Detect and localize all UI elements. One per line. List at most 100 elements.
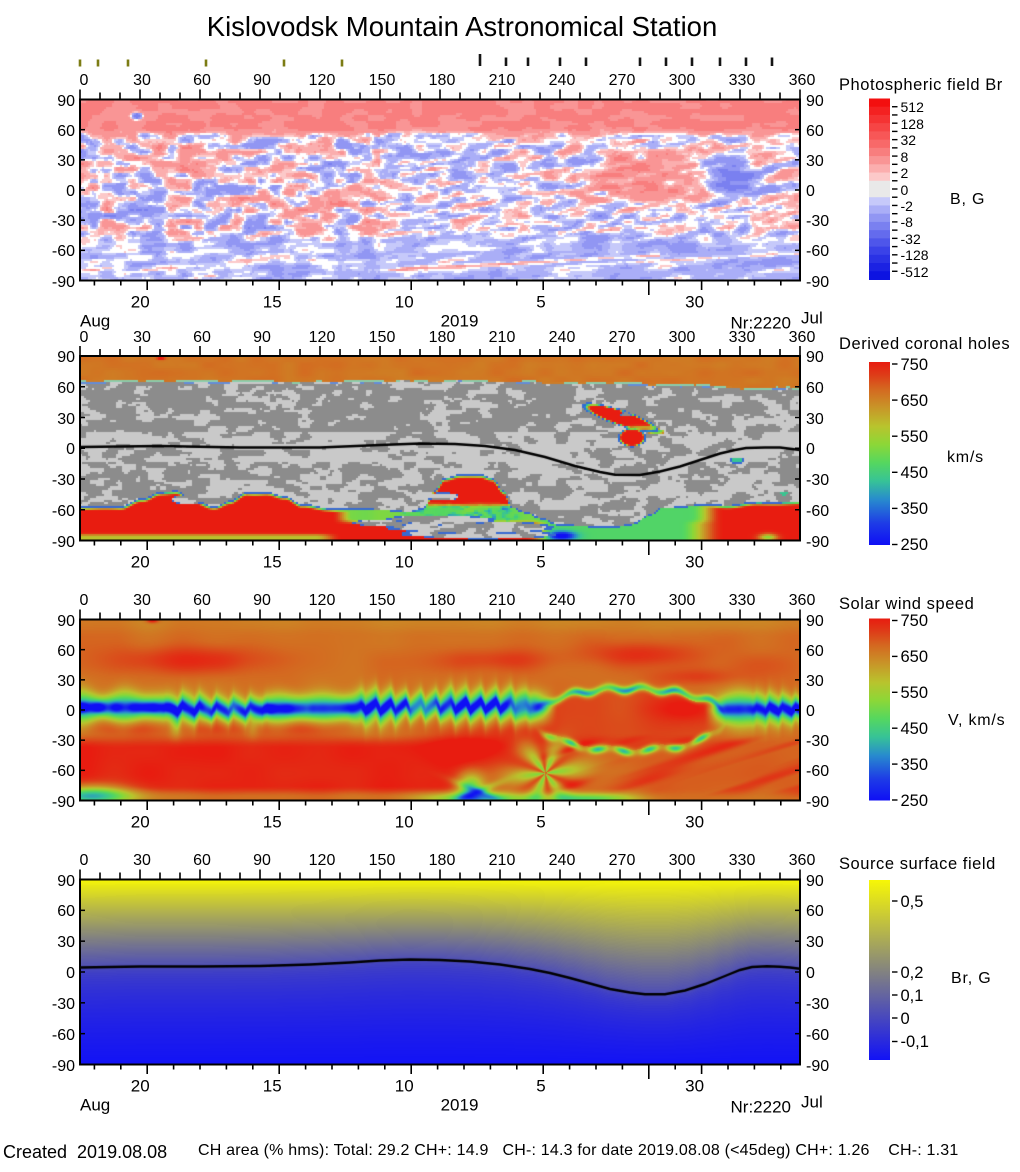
coronal-holes-map: [80, 356, 800, 541]
colorbar-1-label--32: -32: [900, 230, 921, 247]
panel-2-lat-right--30: -30: [806, 472, 830, 489]
panel-3-lat-right-60: 60: [806, 642, 824, 660]
colorbar-1-band-18: [869, 246, 890, 256]
colorbar-2-label-250: 250: [900, 535, 929, 554]
colorbar-4-label-0: 0: [900, 1009, 910, 1028]
colorbar-1-label-0: 0: [900, 181, 909, 198]
panel-1-lon-label-30: 30: [133, 72, 151, 89]
panel-2-date-label-20: 20: [130, 552, 150, 572]
colorbar-1-band-5: [869, 139, 890, 149]
panel-4-date-label-20: 20: [130, 1076, 150, 1096]
colorbar-4-label-0,1: 0,1: [900, 986, 924, 1005]
panel-1-lat-left-60: 60: [57, 122, 75, 140]
panel-3-date-label-30: 30: [685, 812, 705, 832]
panel-4-lat-left--90: -90: [51, 1057, 75, 1075]
panel-3-lat-right--90: -90: [806, 793, 830, 811]
ch-area-stats-label: CH area (% hms): Total: 29.2 CH+: 14.9 C…: [198, 1142, 959, 1159]
panel-4-year: 2019: [440, 1095, 479, 1114]
colorbar-1-band-19: [869, 254, 890, 264]
panel-4-lon-label-210: 210: [488, 852, 516, 869]
panel-4-lon-label-0: 0: [79, 852, 89, 869]
panel-2-lat-right-30: 30: [806, 410, 824, 428]
panel-1-lat-right-60: 60: [806, 122, 824, 140]
panel-3-lon-label-30: 30: [133, 592, 151, 609]
colorbar-1-band-11: [869, 189, 890, 198]
panel-1-lon-label-0: 0: [79, 72, 89, 89]
colorbar-1-band-15: [869, 221, 890, 231]
panel-3-date-label-20: 20: [130, 812, 150, 832]
panel-2-date-label-10: 10: [394, 552, 414, 572]
colorbar-1-label--512: -512: [900, 263, 929, 280]
panel-1-lon-label-240: 240: [548, 72, 576, 89]
panel-3-lon-label-240: 240: [548, 592, 576, 609]
panel-3-lat-right-0: 0: [806, 703, 815, 720]
colorbar-1-band-17: [869, 238, 890, 248]
panel-1-lon-label-300: 300: [668, 72, 696, 89]
panel-3-lon-label-60: 60: [193, 592, 211, 609]
panel-4-lat-left--60: -60: [51, 1026, 75, 1044]
panel-4-lat-left-90: 90: [57, 872, 75, 890]
panel-2-lat-left-60: 60: [57, 379, 75, 397]
panel-1-lat-left-0: 0: [66, 183, 75, 200]
colorbar-1-band-14: [869, 213, 890, 223]
panel-2-lon-label-30: 30: [133, 328, 151, 346]
colorbar-3-gradient: [869, 618, 890, 801]
panel-1-month-right: Jul: [801, 308, 823, 327]
panel-1-lat-left--90: -90: [51, 273, 75, 291]
colorbar-1-label-128: 128: [900, 115, 924, 132]
created-date-label: Created 2019.08.08: [3, 1142, 168, 1162]
panel-3-lat-left-0: 0: [66, 703, 75, 720]
panel-1-lon-label-360: 360: [788, 72, 816, 89]
colorbar-title-4: Source surface field: [839, 855, 996, 873]
panel-1-lat-left-30: 30: [57, 152, 75, 170]
panel-1-lat-right-90: 90: [806, 92, 824, 110]
panel-3-date-label-5: 5: [536, 812, 546, 832]
panel-3-lon-label-180: 180: [428, 592, 456, 609]
panel-1-lat-right-0: 0: [806, 183, 815, 200]
colorbar-1-label-32: 32: [900, 132, 917, 149]
panel-4-lon-label-90: 90: [253, 852, 271, 869]
panel-3-lat-left--60: -60: [51, 763, 75, 781]
panel-4-lon-label-60: 60: [193, 852, 211, 869]
panel-1-lon-label-210: 210: [488, 72, 516, 89]
panel-2-lat-left-30: 30: [57, 410, 75, 428]
panel-4-date-label-15: 15: [262, 1076, 282, 1096]
panel-3-date-label-10: 10: [394, 812, 414, 832]
panel-3-lon-label-300: 300: [668, 592, 696, 609]
panel-1-lon-label-150: 150: [368, 72, 396, 89]
panel-1-lon-label-270: 270: [608, 72, 636, 89]
panel-3-lon-label-360: 360: [788, 592, 816, 609]
colorbar-1-label-512: 512: [900, 99, 924, 116]
panel-4-lon-label-30: 30: [133, 852, 151, 869]
unit-label-3: V, km/s: [948, 712, 1006, 729]
panel-4-month-right: Jul: [801, 1092, 823, 1111]
panel-4-lat-left-30: 30: [57, 934, 75, 952]
panel-2-lat-right-60: 60: [806, 379, 824, 397]
panel-4-rotation-number: Nr:2220: [730, 1097, 791, 1116]
panel-2-date-label-5: 5: [536, 552, 546, 572]
panel-4-lat-right-30: 30: [806, 934, 824, 952]
panel-4-date-label-10: 10: [394, 1076, 414, 1096]
panel-2-lon-label-0: 0: [79, 328, 89, 346]
panel-3-lat-left-30: 30: [57, 672, 75, 690]
colorbar-3-label-550: 550: [900, 683, 929, 702]
colorbar-1-band-9: [869, 172, 890, 182]
panel-2-lon-label-150: 150: [368, 328, 396, 346]
panel-1-rotation-number: Nr:2220: [730, 313, 791, 332]
colorbar-3-label-450: 450: [900, 719, 929, 738]
panel-1-year: 2019: [440, 311, 479, 330]
panel-1-lat-left-90: 90: [57, 92, 75, 110]
panel-3-lon-label-270: 270: [608, 592, 636, 609]
colorbar-4-label-0,2: 0,2: [900, 963, 924, 982]
panel-4-lon-label-330: 330: [728, 852, 756, 869]
panel-2-lat-right-0: 0: [806, 441, 815, 459]
colorbar-title-2: Derived coronal holes: [839, 335, 1011, 353]
panel-4-lon-label-150: 150: [368, 852, 396, 869]
panel-2-lon-label-60: 60: [193, 328, 211, 346]
panel-4-lat-right--30: -30: [806, 995, 830, 1013]
panel-3-lat-right--30: -30: [806, 733, 830, 751]
panel-4-lat-left--30: -30: [51, 995, 75, 1013]
panel-3-lon-label-150: 150: [368, 592, 396, 609]
colorbar-4-gradient: [869, 880, 890, 1060]
photospheric-field-map: [80, 99, 800, 281]
